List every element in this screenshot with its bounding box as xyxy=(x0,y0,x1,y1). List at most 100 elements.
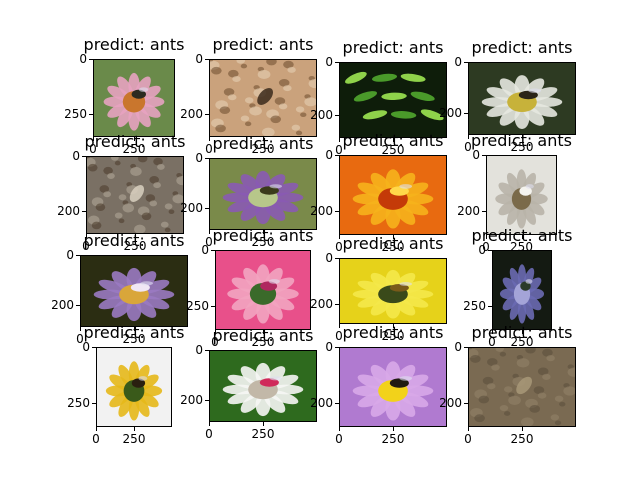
subplot-image xyxy=(339,258,447,324)
y-tick-label: 200 xyxy=(310,297,333,312)
x-tick-mark xyxy=(209,422,210,426)
x-tick-label: 0 xyxy=(76,332,84,346)
subplot-image xyxy=(339,347,447,427)
x-tick-label: 250 xyxy=(510,335,534,349)
subplot-image xyxy=(339,62,447,138)
subplot-title: predict: ants xyxy=(83,231,185,250)
x-tick-label: 250 xyxy=(381,329,405,343)
y-tick-mark xyxy=(76,305,80,307)
x-tick-mark xyxy=(339,138,340,142)
subplot-image xyxy=(492,250,552,330)
photo-ants-on-wood xyxy=(210,60,316,136)
y-tick-mark xyxy=(92,403,96,404)
subplot-title: predict: ants xyxy=(471,323,573,342)
y-tick-label: 200 xyxy=(180,106,203,121)
subplot-title: predict: ants xyxy=(83,35,185,54)
y-tick-mark xyxy=(211,306,215,307)
x-tick-label: 0 xyxy=(482,240,490,254)
subplot-title: predict: ants xyxy=(342,323,444,342)
x-tick-label: 250 xyxy=(123,239,147,253)
y-tick-label: 200 xyxy=(310,396,333,410)
y-tick-mark xyxy=(335,115,339,117)
x-tick-mark xyxy=(522,135,523,139)
x-tick-label: 0 xyxy=(82,239,90,253)
y-tick-label: 0 xyxy=(195,52,203,66)
y-tick-mark xyxy=(76,255,80,256)
x-tick-label: 0 xyxy=(205,235,213,249)
x-tick-mark xyxy=(215,330,216,334)
x-tick-mark xyxy=(486,235,487,239)
y-tick-label: 200 xyxy=(439,106,462,121)
photo-lavender-bee xyxy=(210,159,316,229)
y-tick-mark xyxy=(205,158,209,159)
subplot-title: predict: ants xyxy=(84,132,186,151)
x-tick-mark xyxy=(393,235,394,239)
photo-ant-on-sand xyxy=(469,348,575,426)
x-tick-label: 0 xyxy=(464,140,472,154)
x-tick-label: 0 xyxy=(92,432,100,446)
y-tick-label: 0 xyxy=(325,148,333,162)
y-tick-mark xyxy=(482,155,486,156)
y-tick-label: 200 xyxy=(310,204,333,218)
x-tick-mark xyxy=(80,327,81,331)
x-tick-label: 250 xyxy=(381,240,405,254)
subplot-image xyxy=(96,347,172,427)
y-tick-mark xyxy=(82,156,86,157)
x-tick-mark xyxy=(86,234,87,238)
photo-white-flower-bumblebee xyxy=(469,63,575,134)
y-tick-label: 200 xyxy=(180,201,203,216)
subplot-image xyxy=(86,156,184,234)
subplot-title: predict: ants xyxy=(471,38,573,57)
subplot-image xyxy=(339,155,447,235)
photo-yellow-flower-bee xyxy=(340,259,446,323)
x-tick-mark xyxy=(263,230,264,234)
photo-pink-camellia-bee xyxy=(216,251,310,329)
y-tick-mark xyxy=(482,211,486,212)
photo-purple-flower-bumblebee xyxy=(81,256,187,326)
x-tick-label: 0 xyxy=(488,335,496,349)
y-tick-mark xyxy=(335,347,339,348)
x-tick-label: 0 xyxy=(205,427,213,441)
photo-purple-spike-flower xyxy=(493,251,551,329)
x-tick-label: 250 xyxy=(122,432,146,446)
photo-pink-coneflower-bee xyxy=(94,60,174,136)
x-tick-mark xyxy=(263,422,264,426)
x-tick-mark xyxy=(393,427,394,431)
x-tick-mark xyxy=(135,234,136,238)
subplot-title: predict: ants xyxy=(471,226,573,245)
photo-ant-on-rock xyxy=(87,157,183,233)
subplot-title: predict: ants xyxy=(212,35,314,54)
subplot-image xyxy=(468,347,576,427)
y-tick-label: 0 xyxy=(72,149,80,163)
x-tick-mark xyxy=(492,330,493,334)
y-tick-mark xyxy=(335,304,339,306)
y-tick-mark xyxy=(464,62,468,63)
x-tick-mark xyxy=(339,324,340,328)
x-tick-mark xyxy=(339,235,340,239)
subplot-title: predict: ants xyxy=(212,134,314,153)
x-tick-mark xyxy=(134,327,135,331)
y-tick-mark xyxy=(89,113,93,115)
y-tick-label: 200 xyxy=(57,203,80,218)
y-tick-mark xyxy=(335,403,339,404)
x-tick-label: 0 xyxy=(335,432,343,446)
y-tick-label: 0 xyxy=(66,248,74,262)
x-tick-label: 0 xyxy=(205,142,213,156)
y-tick-label: 250 xyxy=(64,106,87,121)
y-tick-label: 0 xyxy=(454,340,462,354)
subplot-image xyxy=(468,62,576,135)
x-tick-mark xyxy=(339,427,340,431)
y-tick-label: 250 xyxy=(186,299,209,313)
subplot-title: predict: ants xyxy=(83,323,185,342)
x-tick-mark xyxy=(521,235,523,239)
y-tick-mark xyxy=(335,62,339,63)
subplot-image xyxy=(93,59,175,137)
subplot-title: predict: ants xyxy=(212,226,314,245)
y-tick-label: 0 xyxy=(454,55,462,69)
subplot-title: predict: ants xyxy=(342,234,444,253)
x-tick-label: 250 xyxy=(251,142,275,156)
x-tick-label: 250 xyxy=(510,140,534,154)
y-tick-mark xyxy=(205,208,209,210)
y-tick-label: 200 xyxy=(439,396,462,410)
x-tick-label: 0 xyxy=(464,432,472,446)
